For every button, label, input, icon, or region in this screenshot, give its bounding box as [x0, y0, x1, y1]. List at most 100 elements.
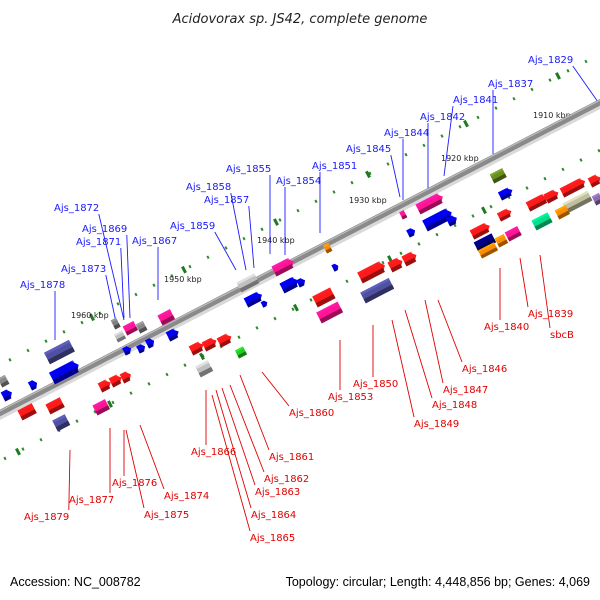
gene-label[interactable]: Ajs_1877 [69, 495, 114, 506]
gene-label[interactable]: Ajs_1859 [170, 221, 215, 232]
gene-feature[interactable] [543, 188, 561, 204]
gene-feature[interactable] [406, 227, 417, 238]
gene-label[interactable]: Ajs_1851 [312, 161, 357, 172]
gene-feature[interactable] [165, 327, 181, 342]
gene-label[interactable]: Ajs_1837 [488, 79, 533, 90]
gene-label[interactable]: Ajs_1857 [204, 195, 249, 206]
gene-feature[interactable] [322, 242, 333, 254]
gene-feature[interactable] [331, 263, 340, 272]
gene-feature[interactable] [504, 226, 522, 242]
gene-feature[interactable] [135, 320, 148, 334]
gene-label[interactable]: Ajs_1854 [276, 176, 321, 187]
gene-label[interactable]: Ajs_1847 [443, 385, 488, 396]
gene-label[interactable]: Ajs_1867 [132, 236, 177, 247]
gene-label[interactable]: Ajs_1875 [144, 510, 189, 521]
gene-feature[interactable] [477, 242, 499, 259]
gene-feature[interactable] [0, 374, 10, 388]
gene-label[interactable]: Ajs_1864 [251, 510, 296, 521]
gene-feature[interactable] [445, 214, 459, 227]
gene-label[interactable]: Ajs_1871 [76, 237, 121, 248]
gene-label[interactable]: Ajs_1841 [453, 95, 498, 106]
gene-feature[interactable] [157, 309, 175, 326]
gene-label[interactable]: Ajs_1863 [255, 487, 300, 498]
gene-label[interactable]: Ajs_1842 [420, 112, 465, 123]
gene-feature[interactable] [422, 207, 454, 232]
gene-label[interactable]: Ajs_1872 [54, 203, 99, 214]
gene-label[interactable]: Ajs_1855 [226, 164, 271, 175]
gene-label[interactable]: Ajs_1839 [528, 309, 573, 320]
gene-feature[interactable] [296, 277, 307, 288]
gene-feature[interactable] [469, 221, 492, 240]
gene-label[interactable]: Ajs_1862 [264, 474, 309, 485]
gene-label[interactable]: sbcB [550, 330, 574, 341]
gene-feature[interactable] [401, 250, 418, 267]
gene-label[interactable]: Ajs_1878 [20, 280, 65, 291]
gene-feature[interactable] [494, 233, 509, 248]
gene-feature[interactable] [260, 300, 269, 308]
gene-label[interactable]: Ajs_1850 [353, 379, 398, 390]
gene-feature[interactable] [236, 273, 260, 293]
gene-feature[interactable] [119, 370, 133, 384]
gene-feature[interactable] [49, 359, 82, 385]
gene-label[interactable]: Ajs_1873 [61, 264, 106, 275]
gene-label[interactable]: Ajs_1846 [462, 364, 507, 375]
gene-label[interactable]: Ajs_1865 [250, 533, 295, 544]
gene-label[interactable]: Ajs_1860 [289, 408, 334, 419]
gene-feature[interactable] [110, 317, 121, 330]
gene-label[interactable]: Ajs_1845 [346, 144, 391, 155]
gene-feature[interactable] [108, 373, 124, 388]
gene-feature[interactable] [201, 336, 219, 352]
gene-feature[interactable] [216, 332, 234, 348]
gene-feature[interactable] [399, 210, 408, 220]
gene-feature[interactable] [45, 397, 65, 415]
gene-feature[interactable] [92, 399, 110, 416]
gene-feature[interactable] [122, 321, 138, 336]
gene-feature[interactable] [136, 343, 147, 354]
gene-label[interactable]: Ajs_1876 [112, 478, 157, 489]
gene-label[interactable]: Ajs_1879 [24, 512, 69, 523]
gene-feature[interactable] [52, 414, 71, 432]
gene-feature[interactable] [97, 378, 113, 393]
gene-label[interactable]: Ajs_1858 [186, 182, 231, 193]
gene-feature[interactable] [17, 403, 37, 421]
gene-feature[interactable] [243, 290, 265, 308]
gene-feature[interactable] [357, 260, 387, 284]
gene-feature[interactable] [531, 212, 553, 231]
gene-feature[interactable] [496, 207, 514, 222]
gene-label[interactable]: Ajs_1848 [432, 400, 477, 411]
gene-feature[interactable] [554, 205, 570, 220]
gene-label[interactable]: Ajs_1866 [191, 447, 236, 458]
gene-feature[interactable] [591, 192, 600, 206]
gene-feature[interactable] [489, 168, 507, 184]
gene-feature[interactable] [525, 192, 550, 212]
gene-feature[interactable] [415, 192, 445, 215]
gene-label[interactable]: Ajs_1861 [269, 452, 314, 463]
gene-feature[interactable] [559, 177, 588, 198]
gene-label[interactable]: Ajs_1869 [82, 224, 127, 235]
gene-feature[interactable] [113, 330, 127, 343]
gene-label[interactable]: Ajs_1874 [164, 491, 209, 502]
gene-feature[interactable] [271, 256, 296, 277]
gene-feature[interactable] [195, 360, 214, 378]
gene-feature[interactable] [360, 277, 395, 304]
gene-feature[interactable] [279, 275, 300, 294]
gene-label[interactable]: Ajs_1849 [414, 419, 459, 430]
gene-feature[interactable] [562, 190, 593, 214]
gene-label[interactable]: Ajs_1840 [484, 322, 529, 333]
gene-label[interactable]: Ajs_1853 [328, 392, 373, 403]
gene-feature[interactable] [27, 379, 39, 391]
gene-feature[interactable] [316, 301, 344, 324]
gene-feature[interactable] [387, 256, 404, 273]
gene-feature[interactable] [234, 346, 248, 359]
gene-feature[interactable] [0, 388, 14, 402]
gene-feature[interactable] [587, 173, 600, 188]
gene-feature[interactable] [312, 287, 336, 308]
gene-feature[interactable] [188, 340, 206, 356]
gene-feature[interactable] [122, 345, 133, 356]
gene-feature[interactable] [497, 186, 515, 201]
gene-feature[interactable] [473, 233, 497, 252]
gene-label[interactable]: Ajs_1844 [384, 128, 429, 139]
gene-feature[interactable] [44, 339, 75, 365]
gene-label[interactable]: Ajs_1829 [528, 55, 573, 66]
gene-feature[interactable] [144, 337, 156, 349]
